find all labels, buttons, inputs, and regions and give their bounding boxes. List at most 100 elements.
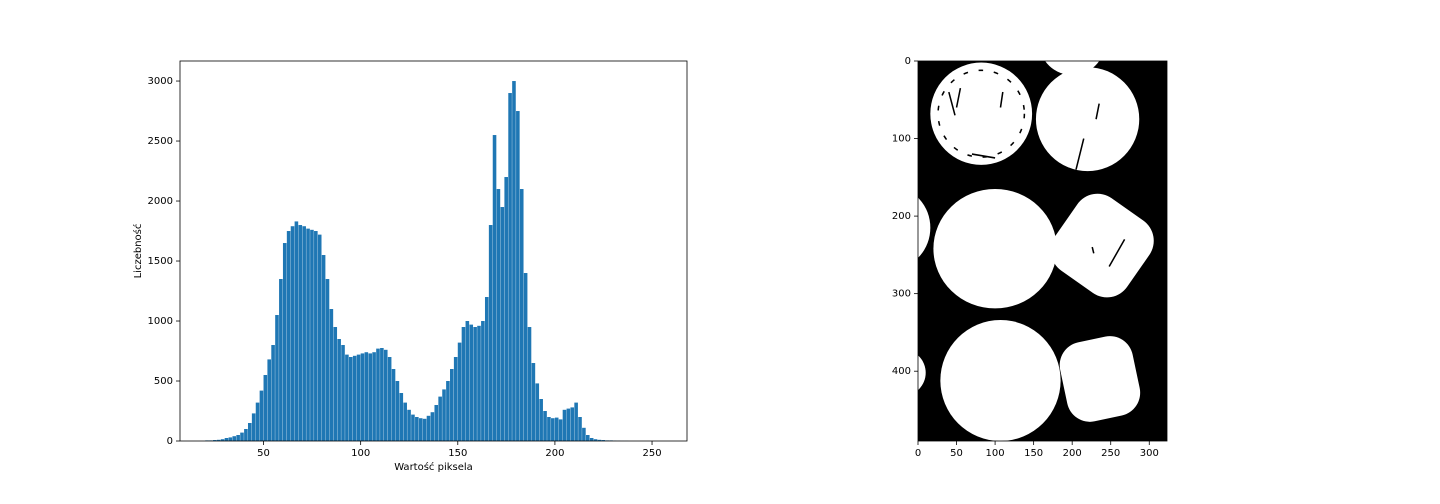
bar	[597, 439, 602, 441]
bar	[407, 409, 411, 441]
bar	[306, 228, 310, 441]
bar	[465, 321, 470, 441]
x-tick-label: 250	[1101, 448, 1120, 459]
bar	[442, 389, 446, 441]
x-tick-label: 150	[448, 448, 467, 459]
bar	[570, 407, 575, 441]
bar	[314, 231, 318, 441]
x-tick-label: 200	[545, 448, 564, 459]
bar	[263, 375, 268, 441]
bar	[551, 418, 555, 441]
bar	[298, 225, 303, 441]
bar	[523, 273, 528, 441]
bar	[426, 415, 431, 441]
bar	[317, 234, 322, 441]
bar	[329, 309, 334, 441]
bar	[500, 207, 505, 441]
x-axis-label: Wartość piksela	[394, 461, 473, 473]
bar	[527, 327, 532, 441]
bar	[321, 255, 326, 441]
bar	[574, 402, 578, 441]
axes-frame	[179, 60, 688, 442]
x-tick-label: 0	[915, 448, 921, 459]
bar	[504, 177, 508, 442]
bar	[399, 393, 404, 441]
x-tick-label: 150	[1024, 448, 1043, 459]
bar	[216, 439, 221, 441]
bar	[395, 381, 400, 441]
bar	[477, 325, 481, 441]
y-tick-label: 500	[154, 376, 173, 387]
x-tick-label: 50	[950, 448, 963, 459]
y-tick-label: 1000	[148, 316, 173, 327]
bar	[310, 229, 314, 441]
bar	[286, 231, 291, 441]
y-tick-label: 3000	[148, 76, 173, 87]
bar	[372, 352, 376, 441]
bar	[279, 279, 283, 441]
bar	[566, 408, 571, 441]
bar	[453, 357, 458, 441]
bar	[430, 412, 435, 441]
bar	[352, 355, 357, 441]
x-tick-label: 300	[1140, 448, 1159, 459]
bar	[391, 369, 396, 441]
bar	[224, 438, 229, 441]
bar	[473, 327, 477, 441]
bar	[446, 381, 450, 441]
bar	[554, 417, 559, 441]
bar	[345, 354, 349, 441]
bar	[418, 418, 423, 441]
coins	[918, 61, 1154, 441]
bar	[411, 414, 415, 441]
bar	[333, 327, 338, 441]
bar	[356, 354, 361, 441]
bar	[539, 399, 543, 441]
bar	[232, 436, 237, 441]
bar	[387, 357, 392, 441]
bar	[484, 297, 489, 441]
bar	[325, 279, 330, 441]
bar	[236, 435, 240, 441]
bar	[290, 226, 295, 441]
bar	[601, 440, 606, 441]
bar	[337, 339, 341, 441]
bar	[434, 405, 439, 441]
bar	[271, 345, 275, 441]
bar	[450, 369, 454, 441]
binary-image	[918, 61, 1167, 441]
bar	[461, 327, 466, 441]
bar	[558, 419, 563, 441]
bar	[535, 383, 540, 441]
y-tick-label: 200	[892, 211, 911, 222]
bar	[496, 189, 501, 441]
y-tick-label: 400	[892, 366, 911, 377]
bar	[244, 429, 248, 441]
bar	[294, 221, 299, 441]
bar	[543, 411, 547, 441]
x-tick-label: 100	[351, 448, 370, 459]
bar	[547, 417, 551, 441]
y-tick-label: 2000	[148, 196, 173, 207]
bar	[380, 348, 384, 441]
bar	[341, 345, 345, 441]
x-tick-label: 100	[986, 448, 1005, 459]
x-tick-label: 200	[1063, 448, 1082, 459]
bar	[282, 243, 287, 441]
bar	[228, 437, 233, 441]
bar	[438, 396, 442, 441]
bar	[364, 352, 369, 441]
y-tick-label: 1500	[148, 256, 173, 267]
axes-frame	[917, 60, 1168, 442]
bar	[383, 349, 388, 441]
bar	[360, 353, 365, 441]
bar	[213, 440, 217, 441]
bar	[368, 353, 373, 441]
x-tick-label: 50	[257, 448, 270, 459]
y-tick-label: 2500	[148, 136, 173, 147]
bar	[488, 225, 493, 441]
coin-details	[937, 69, 1126, 267]
bar	[403, 402, 407, 441]
